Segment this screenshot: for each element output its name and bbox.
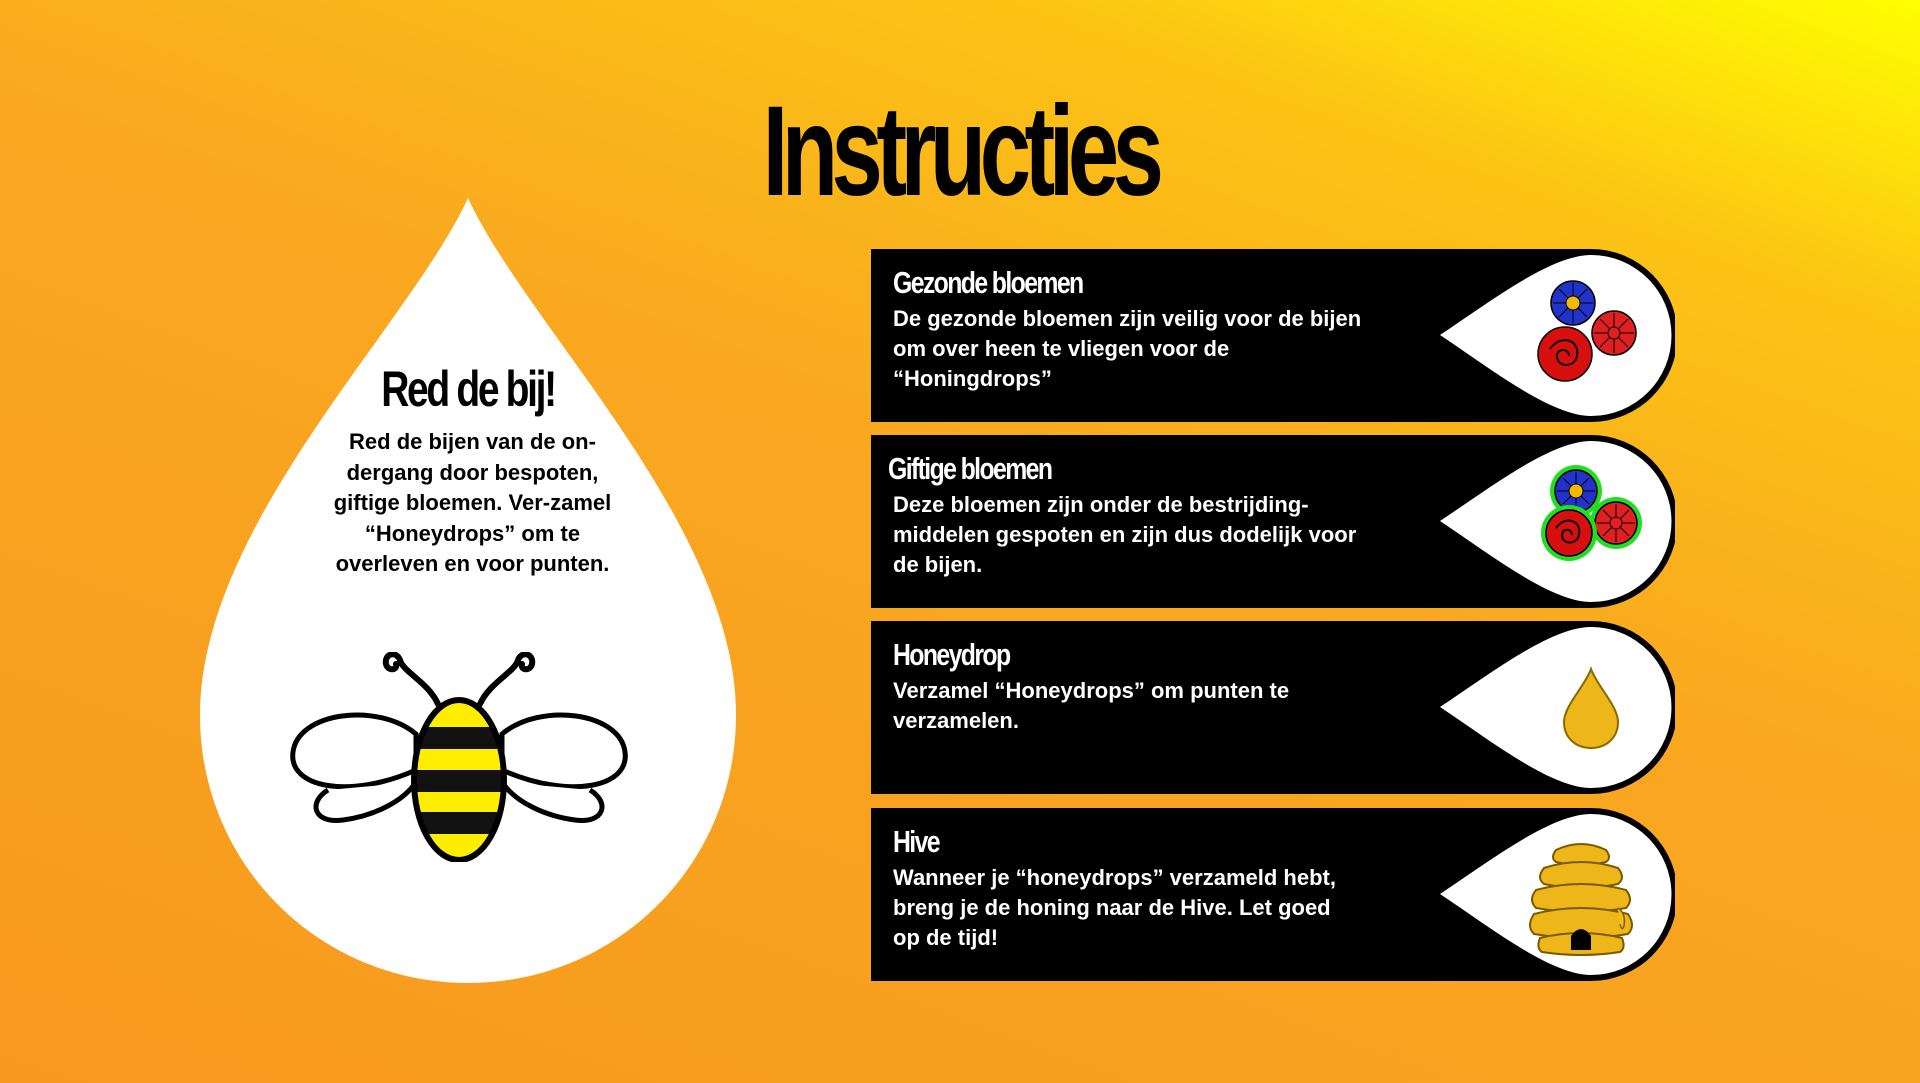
intro-heading: Red de bij! [381,361,557,417]
card-text-hive: Wanneer je “honeydrops” verzameld hebt, … [893,865,1336,950]
card-title-healthy: Gezonde bloemen [893,265,1084,300]
card-title-poisonous: Giftige bloemen [888,451,1053,486]
intro-drop-shape [200,198,736,983]
bee-icon [290,652,628,862]
card-text-poisonous: Deze bloemen zijn onder de bestrijding-m… [893,492,1357,577]
card-honeydrop: Honeydrop Verzamel “Honeydrops” om punte… [871,621,1675,794]
honeydrop-icon [1562,666,1620,750]
card-poisonous-flowers: Giftige bloemen Deze bloemen zijn onder … [871,435,1675,608]
card-healthy-flowers: Gezonde bloemen De gezonde bloemen zijn … [871,249,1675,422]
intro-text: Red de bijen van de on-dergang door besp… [333,429,612,576]
instructions-title: Instructies [762,80,1164,223]
card-title-honeydrop: Honeydrop [893,637,1011,672]
beehive-icon [1529,843,1633,956]
card-hive: Hive Wanneer je “honeydrops” verzameld h… [871,808,1675,981]
card-text-honeydrop: Verzamel “Honeydrops” om punten te verza… [893,678,1290,733]
card-title-hive: Hive [893,824,941,859]
healthy-flowers-icon [1537,280,1637,382]
poisonous-flowers-icon [1541,465,1642,561]
card-text-healthy: De gezonde bloemen zijn veilig voor de b… [893,306,1362,391]
